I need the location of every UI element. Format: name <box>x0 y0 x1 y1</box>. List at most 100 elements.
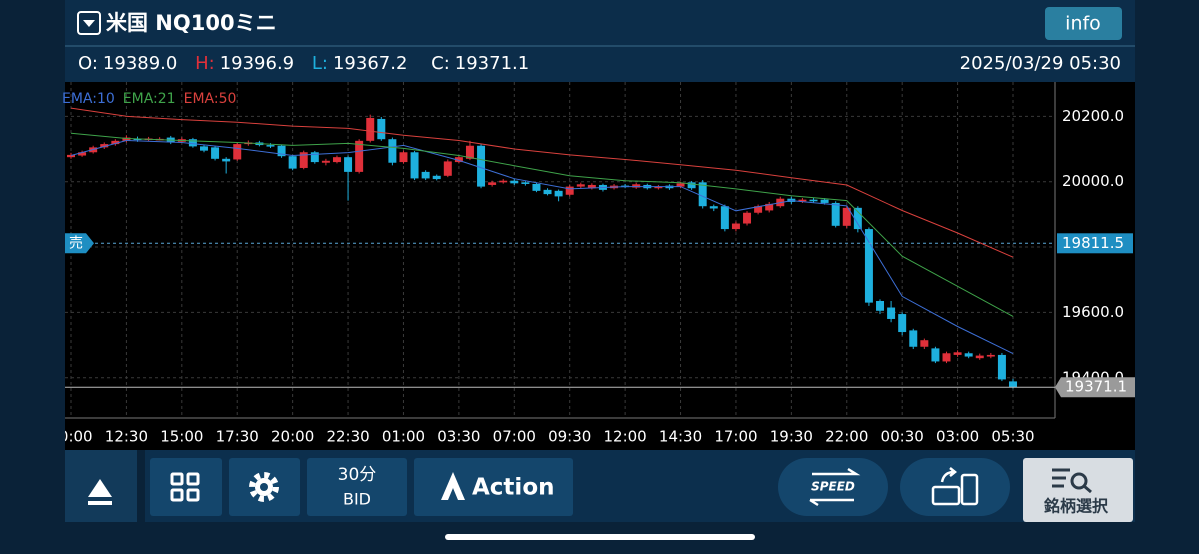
ema-line <box>70 107 1014 258</box>
layout-button[interactable] <box>150 458 222 516</box>
candle-body <box>765 203 774 211</box>
candle-body <box>876 300 885 311</box>
x-tick-label: 22:30 <box>326 428 369 446</box>
candle-body <box>288 156 297 169</box>
candle-body <box>421 171 430 179</box>
speed-label: SPEED <box>811 480 855 494</box>
candle-body <box>465 145 474 159</box>
price-type-label: BID <box>343 490 371 509</box>
l-label: L: <box>312 53 328 74</box>
candle-body <box>853 207 862 230</box>
candle-body <box>842 207 851 226</box>
candle-body <box>344 157 353 172</box>
candle-body <box>809 199 818 202</box>
candle-body <box>477 145 486 187</box>
candle-body <box>709 206 718 209</box>
gear-teeth <box>249 472 279 502</box>
candle-body <box>388 139 397 163</box>
candle-body <box>488 182 497 185</box>
c-value: 19371.1 <box>455 53 529 74</box>
last-price-tag <box>1055 377 1135 398</box>
candle-body <box>78 152 87 156</box>
speed-button[interactable] <box>778 458 888 516</box>
candle-body <box>565 186 574 195</box>
info-label: info <box>1065 13 1101 35</box>
candle-body <box>377 118 386 140</box>
y-tick-label: 20000.0 <box>1062 172 1124 190</box>
dropdown-icon[interactable] <box>77 11 101 35</box>
h-label: H: <box>195 53 215 74</box>
symbol-select-button[interactable] <box>1023 458 1133 522</box>
info-button[interactable] <box>1045 7 1122 40</box>
h-value: 19396.9 <box>220 53 294 74</box>
ema-line <box>70 139 1014 355</box>
interval-button[interactable] <box>307 458 407 516</box>
y-tick-label: 19600.0 <box>1062 303 1124 321</box>
candle-body <box>277 145 286 157</box>
candle-body <box>521 182 530 184</box>
legend-entry: EMA:10 <box>62 91 115 107</box>
o-value: 19389.0 <box>103 53 177 74</box>
action-button[interactable] <box>414 458 573 516</box>
candle-body <box>310 152 319 163</box>
candle-body <box>731 223 740 230</box>
candle-body <box>887 307 896 319</box>
x-tick-label: 07:00 <box>493 428 536 446</box>
sell-price-tag <box>1057 233 1133 254</box>
x-tick-label: 14:30 <box>659 428 702 446</box>
c-label: C: <box>431 53 450 74</box>
candle-body <box>632 184 641 188</box>
candle-body <box>100 144 109 148</box>
ohlc-row: O: 19389.0 H: 19396.9 L: 19367.2 C: 19371.1 <box>78 53 529 74</box>
x-tick-label: 22:00 <box>825 428 868 446</box>
candle-body <box>798 199 807 202</box>
x-tick-label: 17:30 <box>216 428 259 446</box>
datetime: 2025/03/29 05:30 <box>960 53 1121 74</box>
x-tick-label: 17:00 <box>714 428 757 446</box>
candle-body <box>122 137 131 141</box>
candle-body <box>654 186 663 189</box>
symbol-title[interactable]: 米国 NQ100ミニ <box>106 11 277 35</box>
candle-body <box>332 157 341 163</box>
candle-body <box>909 330 918 347</box>
candle-body <box>211 147 220 159</box>
o-label: O: <box>78 53 98 74</box>
candle-body <box>321 160 330 163</box>
x-tick-label: 15:00 <box>160 428 203 446</box>
candle-body <box>499 180 508 183</box>
candle-body <box>898 314 907 333</box>
candle-body <box>942 353 951 362</box>
candle-body <box>576 184 585 187</box>
candle-body <box>532 183 541 191</box>
candle-body <box>299 152 308 168</box>
candle-body <box>743 212 752 224</box>
sell-marker-label: 売 <box>69 235 83 251</box>
candle-body <box>676 183 685 187</box>
candle-body <box>366 117 375 141</box>
x-tick-label: 05:30 <box>991 428 1034 446</box>
candle-body <box>920 340 929 347</box>
candle-body <box>687 182 696 189</box>
candle-body <box>986 354 995 357</box>
action-logo <box>441 472 465 500</box>
x-tick-label: 03:00 <box>936 428 979 446</box>
ema-line <box>70 132 1014 317</box>
sell-price-label: 19811.5 <box>1062 234 1124 252</box>
y-tick-label: 20200.0 <box>1062 107 1124 125</box>
candle-body <box>931 348 940 362</box>
x-tick-label: 01:00 <box>382 428 425 446</box>
rotate-icon <box>931 467 979 506</box>
candle-body <box>698 182 707 207</box>
candle-body <box>355 140 364 172</box>
last-price-label: 19371.1 <box>1065 378 1127 396</box>
candle-body <box>111 140 120 145</box>
candle-body <box>199 146 208 151</box>
candle-body <box>266 145 275 147</box>
speed-arrows <box>809 467 861 507</box>
candle-body <box>222 158 231 162</box>
candle-body <box>233 144 242 160</box>
x-tick-label: 19:30 <box>770 428 813 446</box>
l-value: 19367.2 <box>333 53 407 74</box>
